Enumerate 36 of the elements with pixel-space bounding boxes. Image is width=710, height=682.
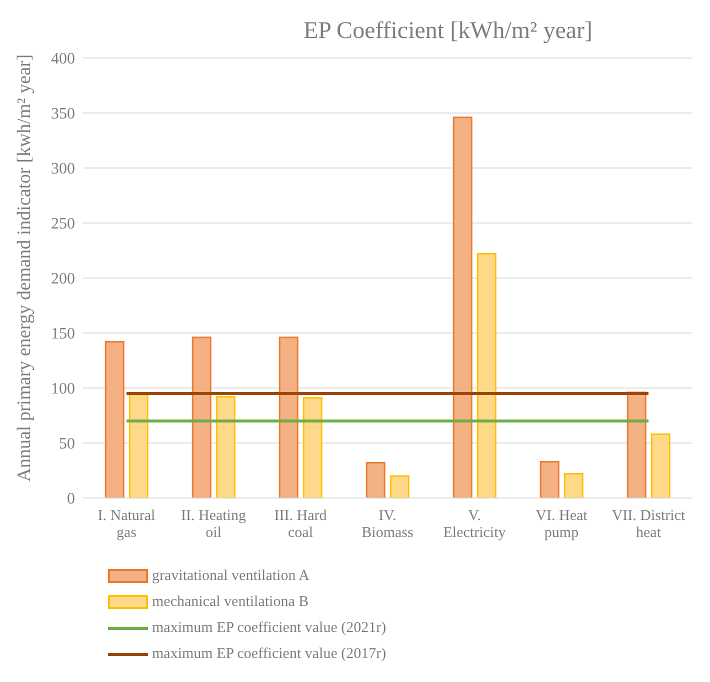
bar [104, 341, 124, 498]
y-tick-label: 100 [51, 380, 75, 398]
bar [390, 475, 410, 498]
bar [278, 336, 298, 498]
y-tick-label: 350 [51, 106, 75, 123]
bar [128, 394, 148, 498]
bar [192, 336, 212, 498]
legend-label: gravitational ventilation A [152, 568, 310, 584]
bar [216, 396, 236, 498]
legend-label: maximum EP coefficient value (2017r) [152, 646, 386, 662]
y-tick-label: 150 [51, 326, 75, 343]
y-axis-title: Annual primary energy demand indicator [kwh/m² year] [14, 54, 35, 482]
y-tick-label: 300 [51, 160, 75, 178]
bar [366, 462, 386, 498]
y-tick-label: 200 [51, 270, 75, 288]
bar [302, 397, 322, 498]
y-tick-label: 250 [51, 216, 75, 233]
bar [564, 473, 584, 498]
chart-title: EP Coefficient [kWh/m² year] [303, 18, 593, 44]
bar [650, 433, 670, 498]
x-tick-label: VII. District heat [612, 508, 686, 541]
bar [540, 460, 560, 498]
x-tick-label: IV. Biomass [362, 508, 414, 541]
x-tick-label: I. Natural gas [98, 508, 156, 541]
bar [626, 392, 646, 498]
bar [476, 253, 496, 498]
legend-label: maximum EP coefficient value (2021r) [152, 620, 386, 636]
x-tick-label: VI. Heat pump [536, 508, 588, 541]
bar [452, 116, 472, 498]
legend-label: mechanical ventilationa B [152, 594, 309, 610]
x-tick-label: V. Electricity [443, 508, 506, 541]
y-tick-label: 400 [51, 50, 75, 68]
x-tick-label: II. Heating oil [181, 508, 246, 541]
y-tick-label: 0 [67, 490, 75, 508]
y-tick-label: 50 [59, 436, 75, 453]
x-tick-label: III. Hard coal [274, 508, 328, 541]
